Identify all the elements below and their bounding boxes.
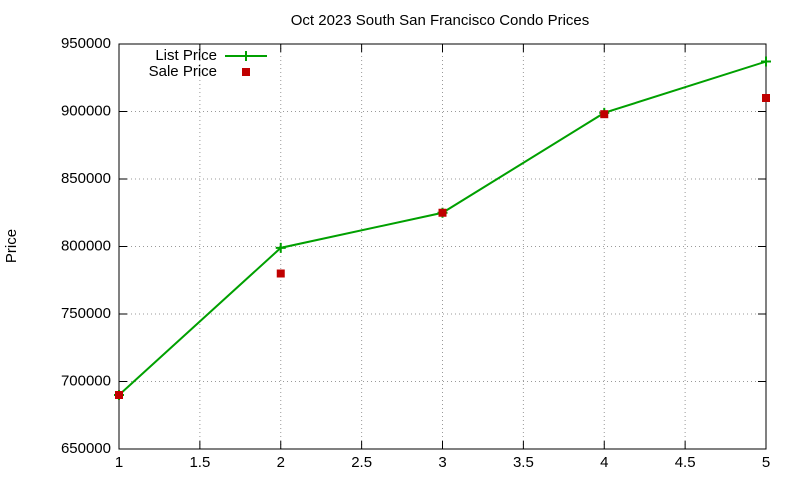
x-tick-label: 2.5 (351, 454, 372, 471)
x-tick-label: 3.5 (513, 454, 534, 471)
x-tick-label: 4.5 (675, 454, 696, 471)
y-tick-label: 700000 (61, 372, 111, 389)
y-tick-label: 750000 (61, 305, 111, 322)
point-marker (276, 269, 285, 278)
plot-border (118, 43, 767, 450)
point-marker (600, 110, 609, 119)
point-marker (115, 391, 123, 399)
point-marker (438, 208, 447, 217)
y-tick-label: 900000 (61, 102, 111, 119)
point-marker (761, 56, 771, 67)
y-tick-label: 800000 (61, 237, 111, 254)
point-marker (762, 94, 770, 102)
legend-marker (242, 68, 250, 76)
chart-title: Oct 2023 South San Francisco Condo Price… (291, 12, 590, 29)
x-tick-label: 5 (762, 454, 770, 471)
y-tick-label: 850000 (61, 170, 111, 187)
x-tick-label: 2 (277, 454, 285, 471)
legend-label: Sale Price (149, 63, 217, 80)
y-tick-label: 950000 (61, 35, 111, 52)
legend-label: List Price (155, 47, 217, 64)
y-axis-label: Price (3, 229, 20, 263)
x-tick-label: 1.5 (189, 454, 210, 471)
y-tick-label: 650000 (61, 440, 111, 457)
x-tick-label: 1 (115, 454, 123, 471)
legend-marker (241, 51, 251, 61)
point-marker (275, 242, 286, 253)
x-tick-label: 3 (438, 454, 446, 471)
x-tick-label: 4 (600, 454, 608, 471)
